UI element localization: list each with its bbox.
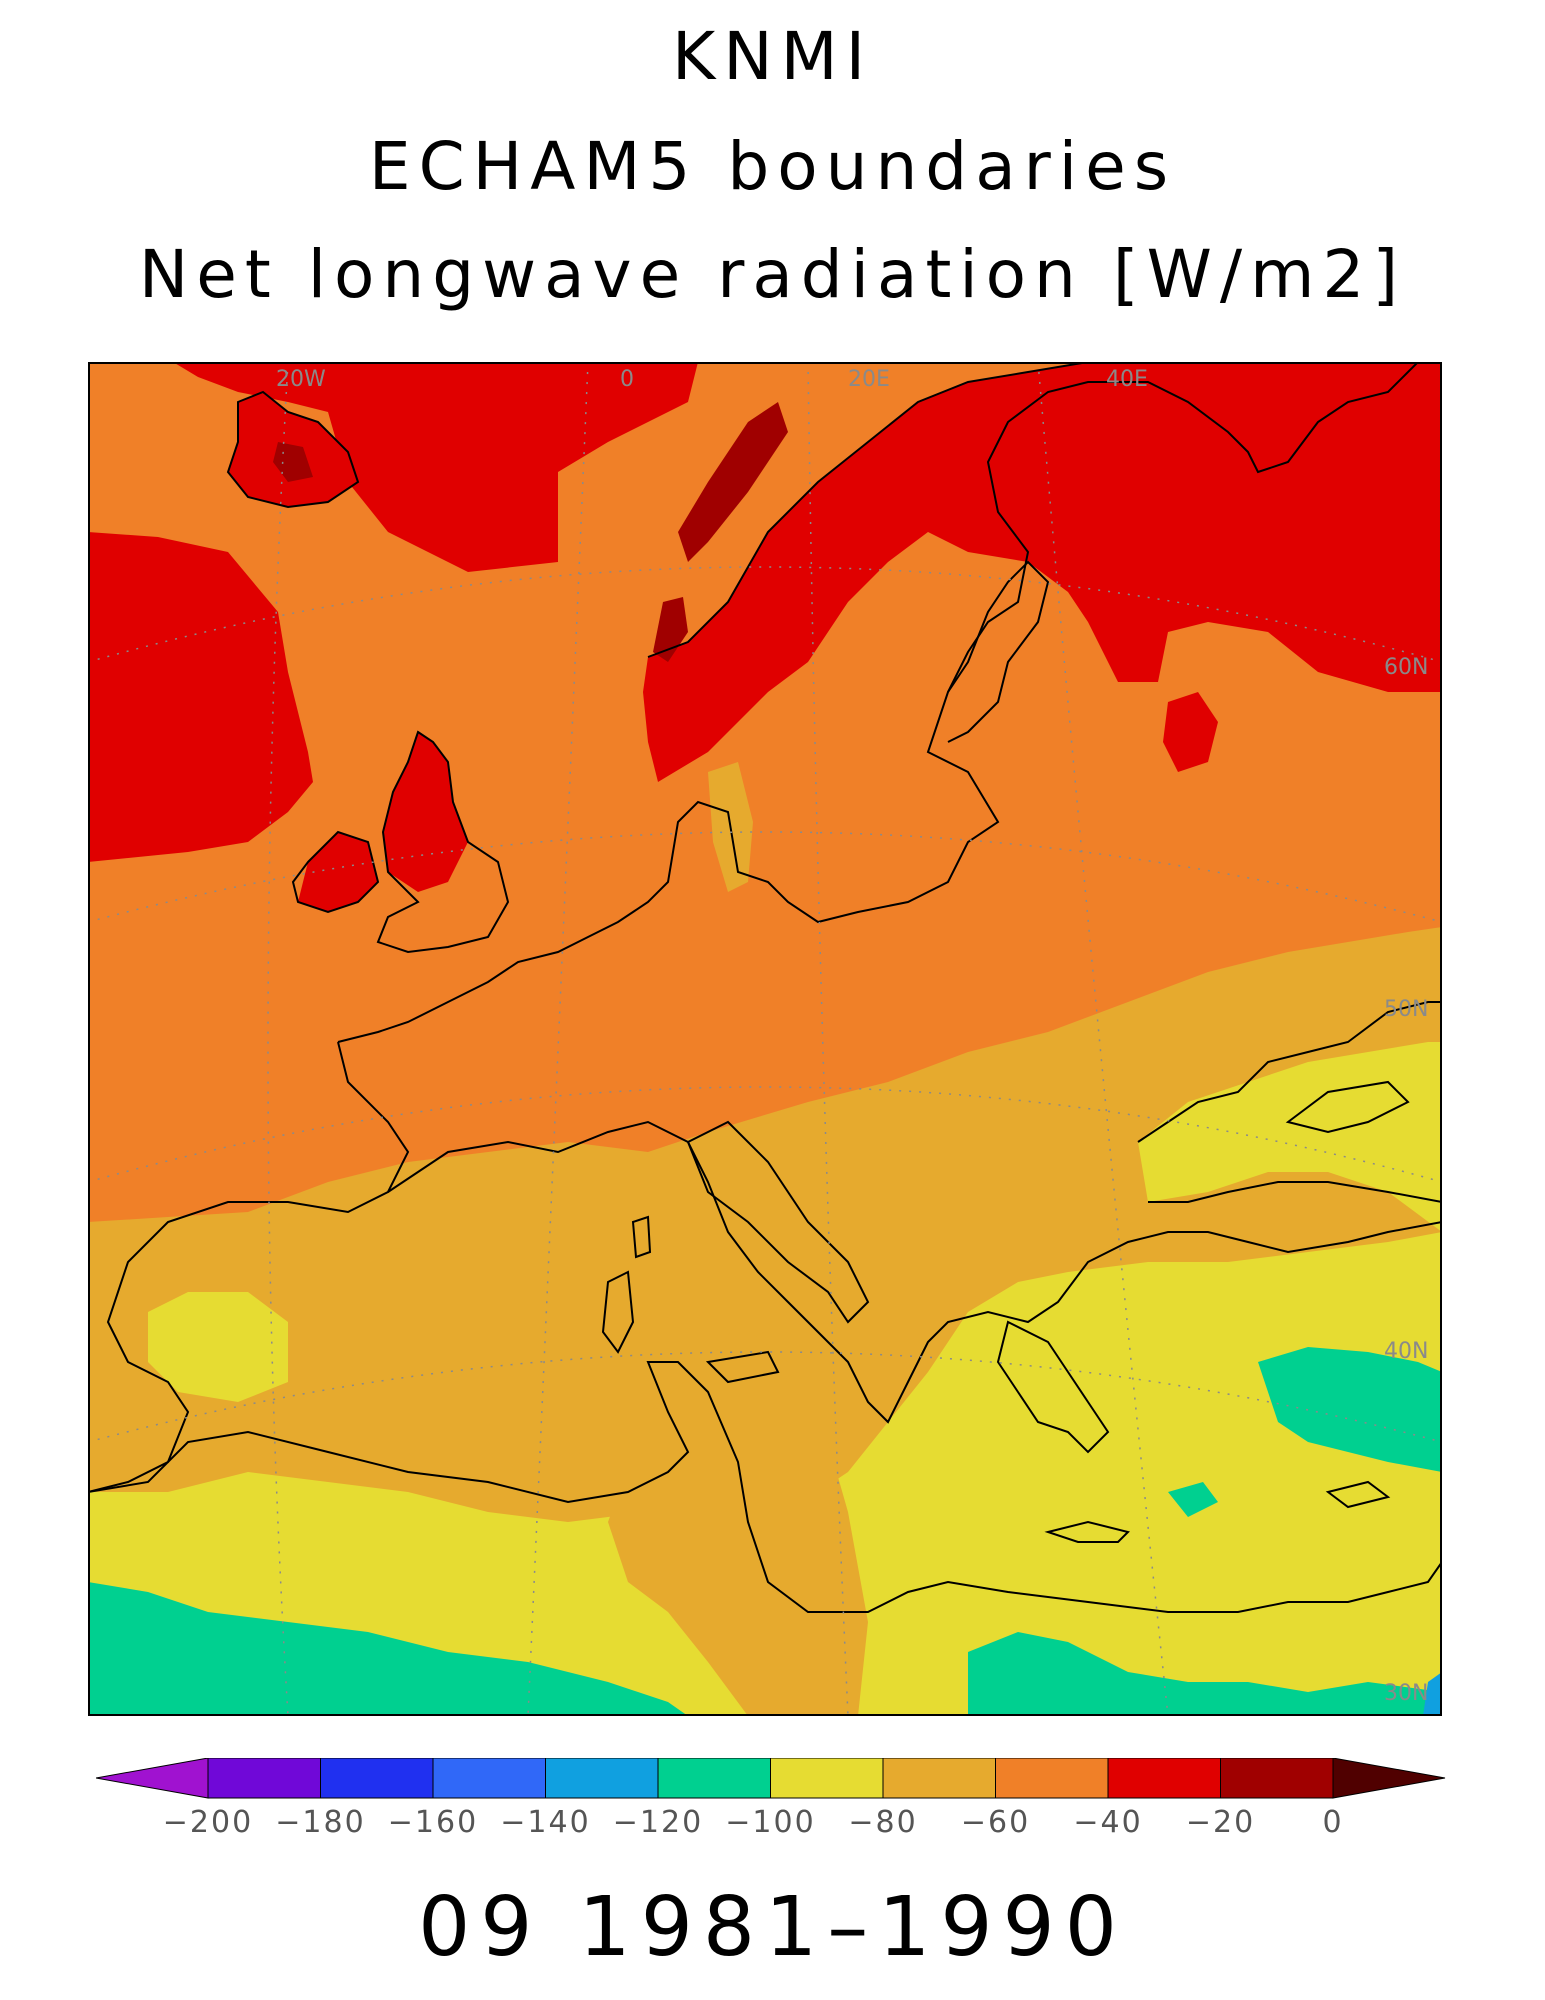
- coast-iceland: [226, 390, 360, 509]
- colorbar-tick-label: −20: [1186, 1805, 1255, 1840]
- coast-france-iberia: [88, 1041, 410, 1493]
- graticule: [88, 362, 1442, 1716]
- title-variable: Net longwave radiation [W/m2]: [138, 236, 1407, 313]
- title-model: ECHAM5 boundaries: [368, 128, 1177, 205]
- field-red-north: [173, 362, 698, 572]
- colorbar-tick-label: −140: [500, 1805, 590, 1840]
- grid-label-lat-50n: 50N: [1384, 997, 1428, 1022]
- coast-sardinia: [601, 1270, 635, 1354]
- field-green-small: [1168, 1482, 1218, 1517]
- field-red-britain: [383, 732, 468, 892]
- title-knmi: KNMI: [671, 18, 874, 95]
- coast-med-north: [387, 1120, 1442, 1424]
- field-red-atlantic: [88, 532, 313, 862]
- coast-africa: [88, 1361, 1442, 1613]
- coast-italy: [686, 1120, 870, 1324]
- coast-scandinavia: [647, 362, 1089, 658]
- coast-baltic: [947, 560, 1050, 743]
- coast-cyprus: [1325, 1480, 1391, 1509]
- period-label: 09 1981–1990: [418, 1880, 1127, 1975]
- coastlines: [88, 362, 1442, 1613]
- grid-label-lat-40n: 40N: [1384, 1339, 1428, 1364]
- colorbar-swatch: [320, 1758, 434, 1799]
- coast-europe: [337, 362, 1419, 1043]
- field-red-scandinavia: [643, 362, 1442, 782]
- colorbar-tick-label: −120: [613, 1805, 703, 1840]
- coast-corsica: [631, 1215, 652, 1259]
- colorbar-swatch: [432, 1758, 546, 1799]
- colorbar-swatch: [770, 1758, 884, 1799]
- coast-sicily: [705, 1350, 780, 1384]
- field-yellow-iberia: [148, 1292, 288, 1402]
- field-darkred-spine-south: [653, 597, 688, 662]
- coast-crimea: [1285, 1080, 1410, 1134]
- grid-label-lat-60n: 60N: [1384, 655, 1428, 680]
- colorbar-tick-label: −100: [725, 1805, 815, 1840]
- colorbar-arrow-high: [1332, 1758, 1446, 1799]
- grid-label-lon-40e: 40E: [1106, 367, 1148, 392]
- colorbar-swatch: [657, 1758, 771, 1799]
- colorbar-tick-label: −80: [848, 1805, 917, 1840]
- map-frame: [88, 362, 1442, 1716]
- grid-label-lon-20w: 20W: [276, 367, 326, 392]
- coast-blacksea: [1137, 1001, 1442, 1143]
- colorbar-swatch: [545, 1758, 659, 1799]
- colorbar-tick-label: −200: [163, 1805, 253, 1840]
- colorbar-swatch: [1220, 1758, 1334, 1799]
- field-darkred-spine: [678, 402, 788, 562]
- colorbar-tick-label: 0: [1322, 1805, 1343, 1840]
- coast-britain: [376, 730, 510, 954]
- coast-ireland: [291, 830, 380, 914]
- colorbar-tick-label: −60: [961, 1805, 1030, 1840]
- field-blue-levant: [1423, 1672, 1442, 1716]
- coast-greece: [996, 1320, 1110, 1454]
- colorbar: −200 −180 −160 −140 −120 −100 −80 −60 −40 −20 0: [96, 1758, 1446, 1840]
- map-panel: 20W 0 20E 40E 60N 50N 40N 30N: [88, 362, 1442, 1716]
- graticule-40e: [1037, 362, 1169, 1716]
- field-yellow-south: [88, 1232, 1442, 1716]
- field-yellow-blacksea: [1138, 1042, 1442, 1232]
- colorbar-arrow-low: [96, 1758, 209, 1799]
- colorbar-tick-label: −160: [388, 1805, 478, 1840]
- grid-label-lat-30n: 30N: [1384, 1681, 1428, 1706]
- coast-crete: [1044, 1520, 1130, 1543]
- field-green-sahara: [88, 1582, 688, 1716]
- colorbar-swatch: [1107, 1758, 1221, 1799]
- field-red-finland-spot: [1163, 692, 1218, 772]
- field-darkred-iceland: [273, 442, 313, 482]
- field-green-anatolia: [1258, 1347, 1442, 1472]
- coast-blacksea-south: [1148, 1181, 1442, 1203]
- field-green-egypt: [968, 1632, 1442, 1716]
- colorbar-swatch: [882, 1758, 996, 1799]
- colorbar-swatch: [207, 1758, 321, 1799]
- colorbar-swatch: [995, 1758, 1109, 1799]
- colorbar-tick-label: −40: [1073, 1805, 1142, 1840]
- colorbar-tick-label: −180: [275, 1805, 365, 1840]
- grid-label-lon-0: 0: [620, 367, 634, 392]
- grid-label-lon-20e: 20E: [848, 367, 890, 392]
